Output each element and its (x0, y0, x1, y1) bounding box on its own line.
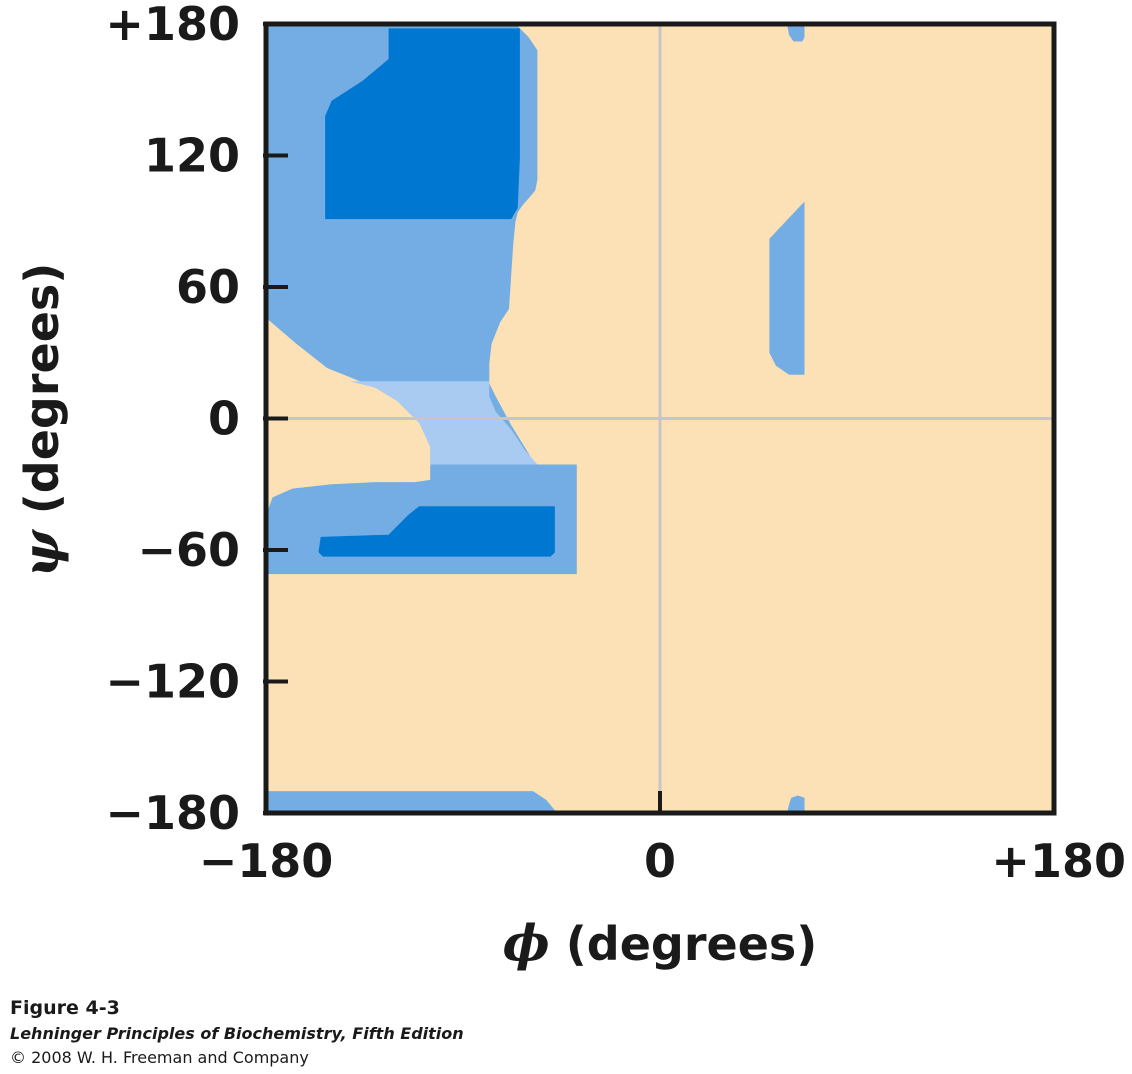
y-tick-label: 0 (208, 392, 240, 446)
x-tick-label: 0 (644, 834, 676, 888)
figure-copyright: © 2008 W. H. Freeman and Company (10, 1048, 309, 1067)
region-medium-6 (787, 795, 805, 813)
x-axis-symbol: ϕ (503, 913, 550, 972)
allowed-regions (266, 24, 805, 813)
figure-source-book: Lehninger Principles of Biochemistry, Fi… (10, 1024, 464, 1043)
x-axis-ticks: −180 0 +180 (199, 791, 1126, 888)
figure-number: Figure 4-3 (10, 997, 120, 1019)
y-axis-ticks: +180 120 60 0 −60 −120 −180 (105, 0, 288, 840)
y-tick-label: 120 (144, 129, 240, 183)
x-tick-label: −180 (199, 834, 334, 888)
region-medium-7 (266, 791, 558, 813)
y-axis-symbol: ψ (11, 528, 70, 577)
y-axis-title-text: (degrees) (15, 263, 69, 531)
y-tick-label: −180 (105, 786, 240, 840)
x-axis-title: ϕ (degrees) (503, 913, 818, 972)
y-axis-title: ψ (degrees) (11, 263, 70, 578)
y-tick-label: −60 (137, 523, 240, 577)
region-medium-4 (769, 201, 805, 375)
x-tick-label: +180 (991, 834, 1126, 888)
region-light-1 (349, 381, 538, 465)
region-dark-3 (318, 506, 555, 557)
y-tick-label: −120 (105, 655, 240, 709)
x-axis-title-text: (degrees) (550, 917, 818, 971)
y-tick-label: +180 (105, 0, 240, 51)
region-dark-2 (325, 28, 520, 220)
region-medium-5 (787, 24, 805, 42)
y-tick-label: 60 (176, 260, 240, 314)
ramachandran-plot: +180 120 60 0 −60 −120 −180 −180 0 +180 ϕ (degre… (11, 0, 1126, 972)
